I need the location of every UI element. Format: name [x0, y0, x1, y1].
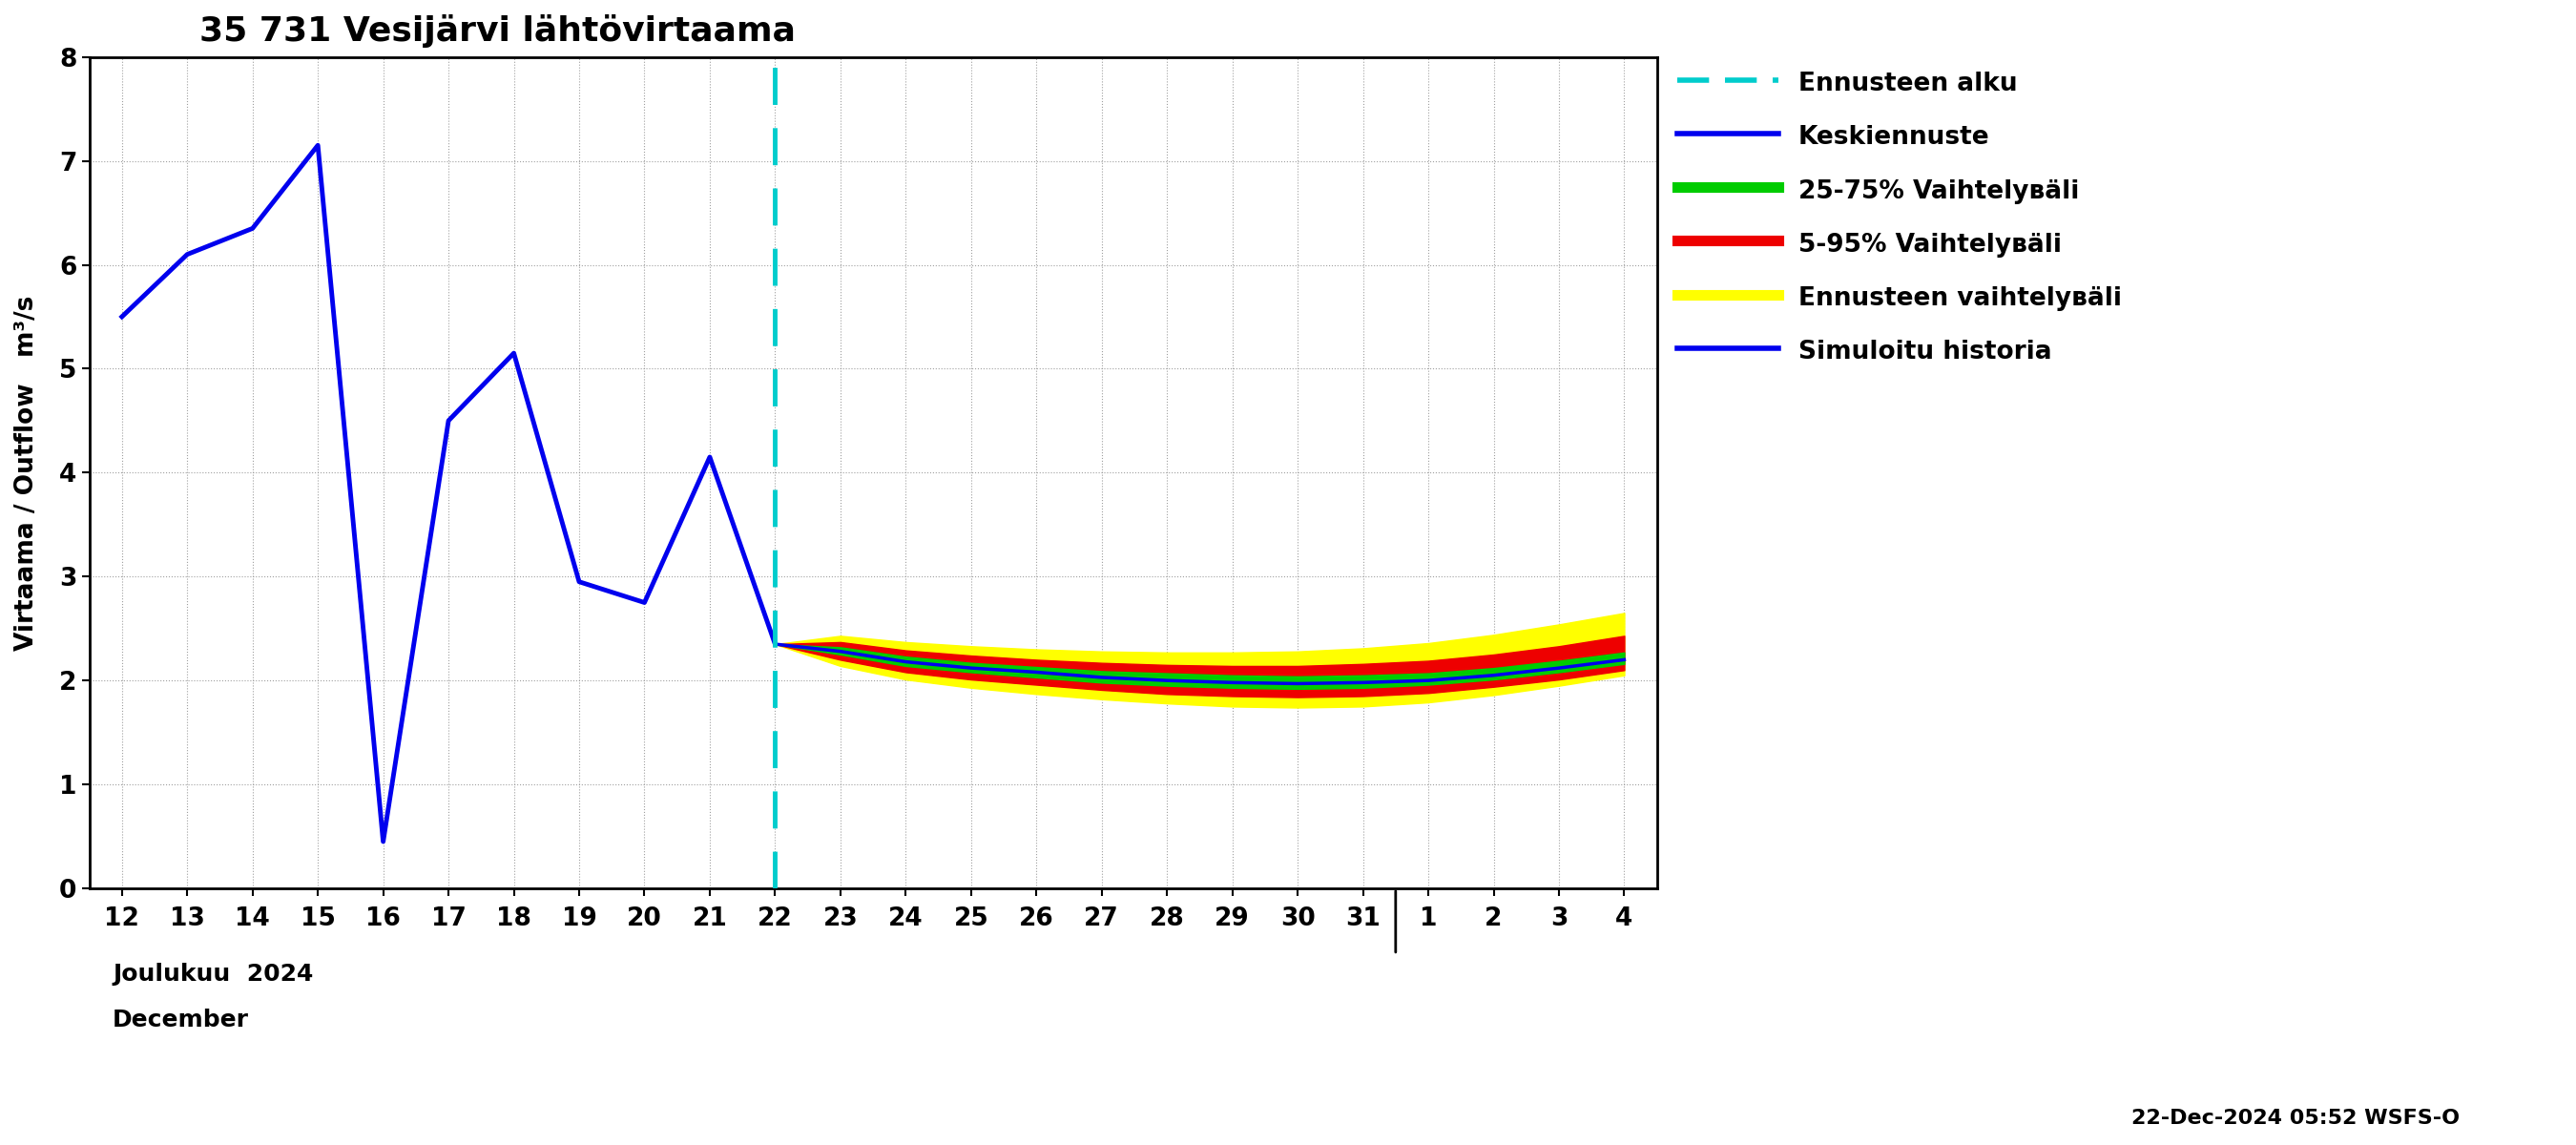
Text: December: December	[113, 1009, 250, 1032]
Text: 35 731 Vesijärvi lähtövirtaama: 35 731 Vesijärvi lähtövirtaama	[198, 14, 796, 48]
Y-axis label: Virtaama / Outflow   m³/s: Virtaama / Outflow m³/s	[15, 295, 39, 650]
Text: Joulukuu  2024: Joulukuu 2024	[113, 963, 314, 986]
Legend: Ennusteen alku, Keskiennuste, 25-75% Vaihtelувäli, 5-95% Vaihtelувäli, Ennusteen: Ennusteen alku, Keskiennuste, 25-75% Vai…	[1677, 70, 2123, 364]
Text: 22-Dec-2024 05:52 WSFS-O: 22-Dec-2024 05:52 WSFS-O	[2133, 1108, 2460, 1128]
